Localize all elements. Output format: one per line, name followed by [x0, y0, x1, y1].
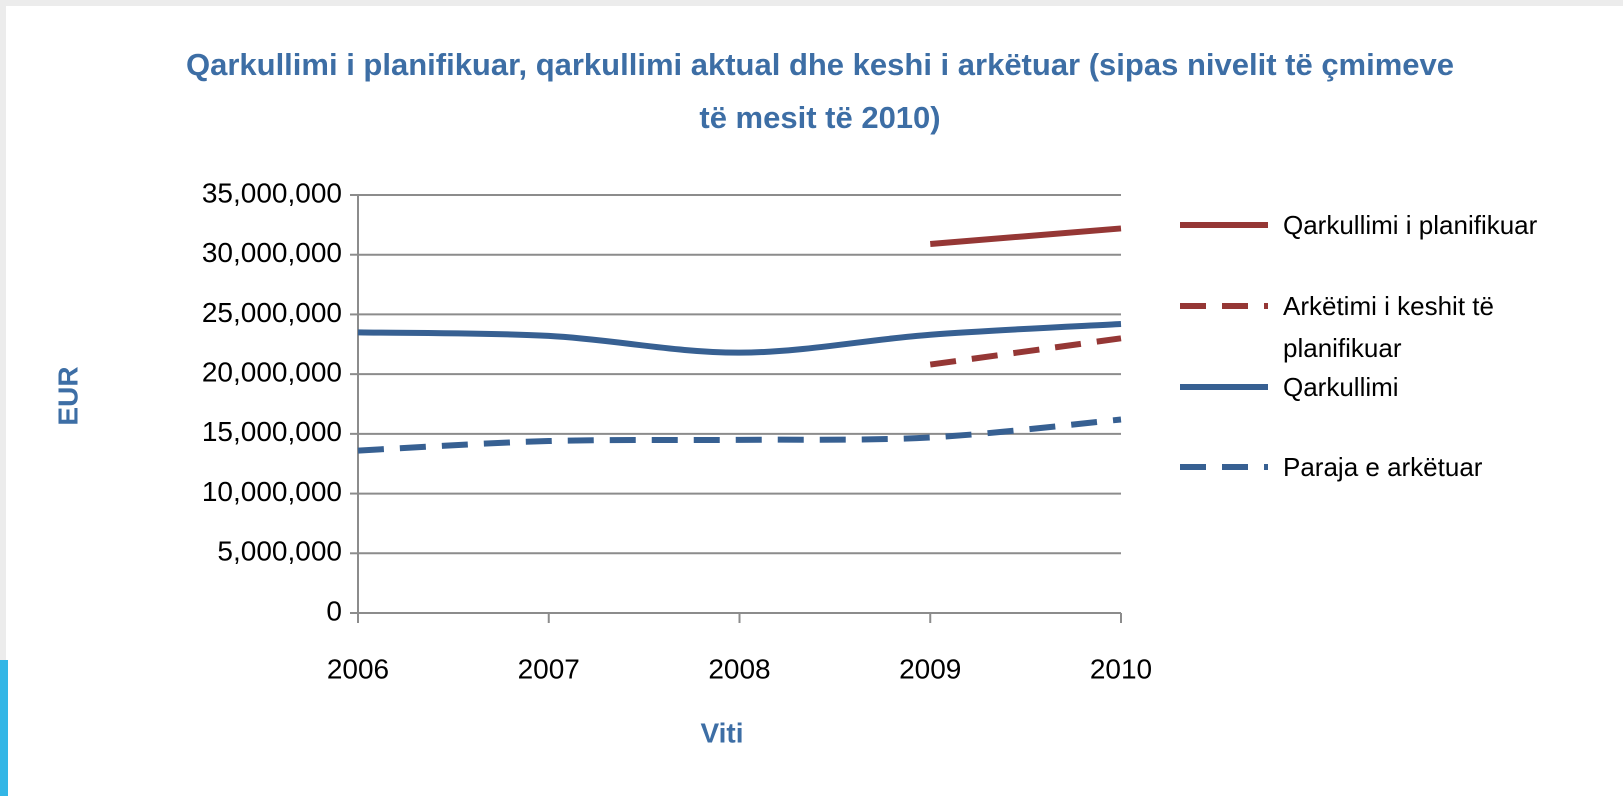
x-tick-label: 2008	[708, 653, 770, 684]
y-tick-label: 5,000,000	[217, 536, 342, 567]
legend-label: Qarkullimi i planifikuar	[1283, 210, 1538, 240]
series-line	[357, 416, 1122, 454]
y-tick-label: 30,000,000	[202, 237, 342, 268]
x-tick-label: 2006	[327, 653, 389, 684]
y-tick-label: 0	[326, 595, 342, 626]
legend-label: Paraja e arkëtuar	[1283, 452, 1483, 482]
legend-label: Arkëtimi i keshit të planifikuar	[1283, 291, 1494, 363]
series-line	[929, 335, 1122, 368]
top-border	[0, 0, 1623, 6]
y-tick-label: 25,000,000	[202, 297, 342, 328]
chart-title: Qarkullimi i planifikuar, qarkullimi akt…	[185, 47, 1455, 135]
y-tick-label: 15,000,000	[202, 416, 342, 447]
x-tick-label: 2010	[1090, 653, 1152, 684]
x-tick-label: 2009	[899, 653, 961, 684]
y-tick-label: 10,000,000	[202, 476, 342, 507]
series-line	[930, 225, 1122, 247]
left-border	[0, 0, 6, 796]
y-tick-label: 20,000,000	[202, 357, 342, 388]
y-tick-label: 35,000,000	[202, 177, 342, 208]
x-axis-label: Viti	[700, 717, 743, 748]
x-tick-label: 2007	[518, 653, 580, 684]
side-stripe	[0, 660, 8, 796]
series-line	[357, 320, 1122, 356]
legend-label: Qarkullimi	[1283, 372, 1399, 402]
y-axis-label: EUR	[52, 366, 83, 425]
